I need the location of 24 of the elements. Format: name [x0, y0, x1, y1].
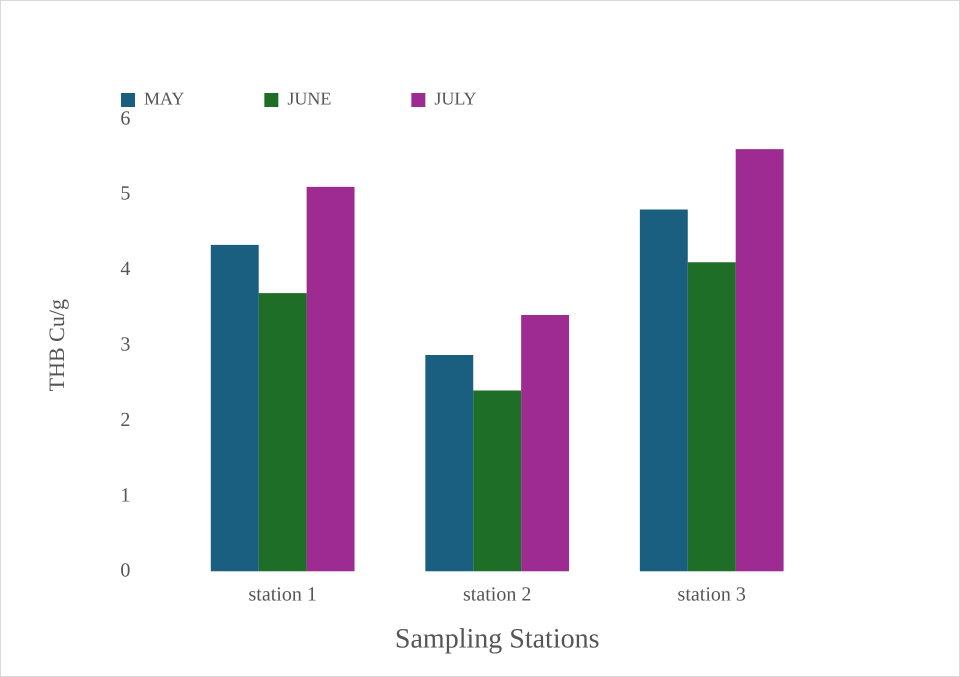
- bar: [306, 186, 355, 572]
- y-tick-label: 6: [120, 107, 130, 130]
- bar: [640, 209, 688, 572]
- y-tick-label: 4: [120, 258, 130, 280]
- bar: [258, 293, 307, 572]
- x-axis-title: Sampling Stations: [394, 624, 600, 655]
- legend-label: JULY: [434, 88, 477, 109]
- y-tick-label: 0: [120, 560, 130, 582]
- y-tick-label: 3: [120, 333, 130, 356]
- y-tick-label: 2: [120, 408, 130, 431]
- x-tick-label: station 2: [463, 584, 532, 606]
- bar: [736, 149, 784, 572]
- legend-label: JUNE: [287, 88, 332, 109]
- x-tick-label: station 3: [678, 584, 746, 606]
- legend-label: MAY: [144, 88, 184, 109]
- x-tick-label: station 1: [248, 584, 317, 606]
- y-tick-label: 1: [120, 484, 130, 506]
- bar: [521, 315, 570, 572]
- y-axis-title: THB Cu/g: [44, 299, 69, 392]
- bar: [688, 262, 736, 572]
- bar: [425, 355, 474, 572]
- y-tick-label: 5: [120, 182, 130, 205]
- bar: [473, 390, 522, 572]
- bar: [210, 244, 259, 572]
